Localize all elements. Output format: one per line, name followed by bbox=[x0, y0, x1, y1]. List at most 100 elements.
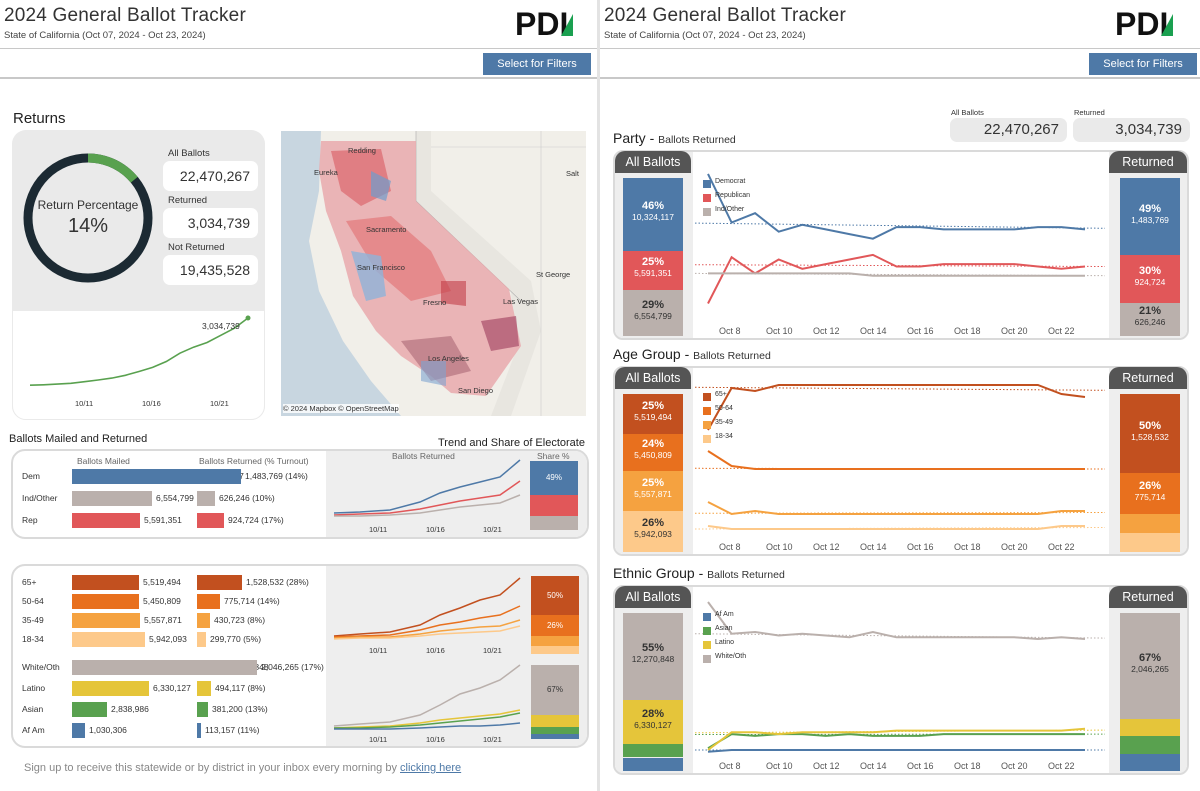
age-series-18-34 bbox=[707, 525, 1085, 530]
age-title: Age Group - Ballots Returned bbox=[613, 346, 771, 362]
eth-legend-swatch bbox=[703, 613, 711, 621]
mailed-value: 6,554,799 bbox=[156, 493, 194, 503]
party-legend-swatch bbox=[703, 180, 711, 188]
return-gauge bbox=[23, 153, 153, 283]
party-trend-tick: 10/21 bbox=[483, 525, 502, 534]
eth-series-af-am bbox=[707, 749, 1085, 753]
age-legend-label: 50-64 bbox=[715, 405, 733, 412]
eth-x-tick: Oct 18 bbox=[954, 761, 981, 771]
signup-link[interactable]: clicking here bbox=[400, 762, 462, 774]
map-place-san-francisco: San Francisco bbox=[357, 263, 405, 272]
party-x-tick: Oct 8 bbox=[719, 326, 741, 336]
party-trend-tick: 10/16 bbox=[426, 525, 445, 534]
returns-trend-tick: 10/21 bbox=[210, 399, 229, 408]
party-title-main: Party - bbox=[613, 130, 659, 146]
party-segment-pct: 21% bbox=[1138, 305, 1162, 318]
age-segment-count: 5,519,494 bbox=[634, 411, 672, 422]
returned-value: 1,528,532 (28%) bbox=[246, 577, 309, 587]
eth-x-tick: Oct 22 bbox=[1048, 761, 1075, 771]
kpi-all-label: All Ballots bbox=[951, 108, 984, 117]
returned-value: 775,714 (14%) bbox=[224, 596, 280, 606]
eth-series-asian bbox=[707, 733, 1085, 750]
eth-segment-count: 12,270,848 bbox=[631, 654, 675, 665]
row-label: Latino bbox=[22, 683, 46, 693]
returned-value: 381,200 (13%) bbox=[212, 704, 268, 714]
eth-series-latino bbox=[707, 727, 1086, 751]
row-label: Asian bbox=[22, 704, 44, 714]
party-segment-pct: 49% bbox=[1138, 202, 1162, 215]
footer-text: Sign up to receive this statewide or by … bbox=[24, 762, 401, 774]
age-legend-label: 35-49 bbox=[715, 419, 733, 426]
party-x-tick: Oct 18 bbox=[954, 326, 981, 336]
age-all-segment: 24% 5,450,809 bbox=[623, 433, 683, 472]
returned-value: 113,157 (11%) bbox=[205, 725, 260, 735]
toolbar-divider-right bbox=[600, 77, 1200, 79]
row-label: Dem bbox=[22, 471, 40, 481]
party-legend-label: Ind/Other bbox=[715, 206, 745, 213]
select-filters-button[interactable]: Select for Filters bbox=[483, 53, 591, 75]
row-label: 35-49 bbox=[22, 615, 44, 625]
map-place-san-diego: San Diego bbox=[458, 386, 494, 395]
age-legend-swatch bbox=[703, 435, 711, 443]
eth-legend-swatch bbox=[703, 627, 711, 635]
eth-returned-segment bbox=[1120, 753, 1180, 771]
age-x-tick: Oct 8 bbox=[719, 542, 741, 552]
select-filters-button-right[interactable]: Select for Filters bbox=[1089, 53, 1197, 75]
eth-chip-returned: Returned bbox=[1109, 586, 1187, 608]
eth-x-tick: Oct 12 bbox=[813, 761, 840, 771]
california-map[interactable] bbox=[281, 131, 586, 416]
eth-segment-pct: 28% bbox=[641, 708, 665, 720]
eth-x-tick: Oct 16 bbox=[907, 761, 934, 771]
party-legend-label: Republican bbox=[715, 192, 751, 199]
party-series-republican bbox=[707, 253, 1086, 304]
eth-share-latino bbox=[531, 715, 579, 727]
party-segment-count: 924,724 bbox=[1134, 277, 1166, 288]
party-returned-segment: 49% 1,483,769 bbox=[1120, 178, 1180, 256]
age-x-tick: Oct 14 bbox=[860, 542, 887, 552]
eth-legend-label: White/Oth bbox=[715, 653, 747, 660]
eth-x-tick: Oct 20 bbox=[1001, 761, 1028, 771]
returned-value: 430,723 (8%) bbox=[214, 615, 266, 625]
row-label: 50-64 bbox=[22, 596, 44, 606]
age-share-65: 50% bbox=[531, 576, 579, 615]
kpi-returned-label: Returned bbox=[1074, 108, 1105, 117]
returned-bar bbox=[197, 513, 224, 528]
col-mailed: Ballots Mailed bbox=[77, 456, 130, 466]
age-trend-tick: 10/21 bbox=[483, 646, 502, 655]
pdi-logo-right: PDI bbox=[1115, 6, 1173, 40]
eth-returned-segment bbox=[1120, 736, 1180, 754]
party-share-rep bbox=[530, 495, 578, 516]
age-segment-count: 775,714 bbox=[1134, 491, 1166, 502]
returned-label: Returned bbox=[168, 195, 208, 206]
age-x-tick: Oct 12 bbox=[813, 542, 840, 552]
party-x-tick: Oct 22 bbox=[1048, 326, 1075, 336]
footer-signup: Sign up to receive this statewide or by … bbox=[24, 762, 461, 774]
party-segment-count: 10,324,117 bbox=[632, 212, 674, 223]
mailed-bar bbox=[72, 681, 149, 696]
age-returned-segment: 50% 1,528,532 bbox=[1120, 394, 1180, 473]
eth-title: Ethnic Group - Ballots Returned bbox=[613, 565, 785, 581]
party-chip-all: All Ballots bbox=[615, 151, 691, 173]
age-share-50: 26% bbox=[531, 615, 579, 636]
age-segment-pct: 25% bbox=[641, 399, 665, 412]
age-share-18 bbox=[531, 646, 579, 654]
mailed-bar bbox=[72, 702, 107, 717]
party-x-tick: Oct 16 bbox=[907, 326, 934, 336]
gauge-label: Return Percentage bbox=[37, 198, 139, 212]
party-segment-count: 626,246 bbox=[1134, 317, 1166, 328]
mailed-value: 5,557,871 bbox=[144, 615, 182, 625]
eth-legend-swatch bbox=[703, 641, 711, 649]
age-legend-swatch bbox=[703, 407, 711, 415]
returned-bar bbox=[197, 632, 206, 647]
age-x-tick: Oct 20 bbox=[1001, 542, 1028, 552]
row-label: Rep bbox=[22, 515, 38, 525]
age-all-segment: 25% 5,519,494 bbox=[623, 394, 683, 434]
returned-value: 3,034,739 bbox=[163, 208, 258, 238]
returned-bar bbox=[197, 469, 241, 484]
eth-trend-tick: 10/16 bbox=[426, 735, 445, 744]
party-legend-swatch bbox=[703, 208, 711, 216]
eth-x-tick: Oct 10 bbox=[766, 761, 793, 771]
gauge-value: 14% bbox=[67, 215, 109, 237]
eth-trend-tick: 10/21 bbox=[483, 735, 502, 744]
mailed-value: 5,591,351 bbox=[144, 515, 182, 525]
